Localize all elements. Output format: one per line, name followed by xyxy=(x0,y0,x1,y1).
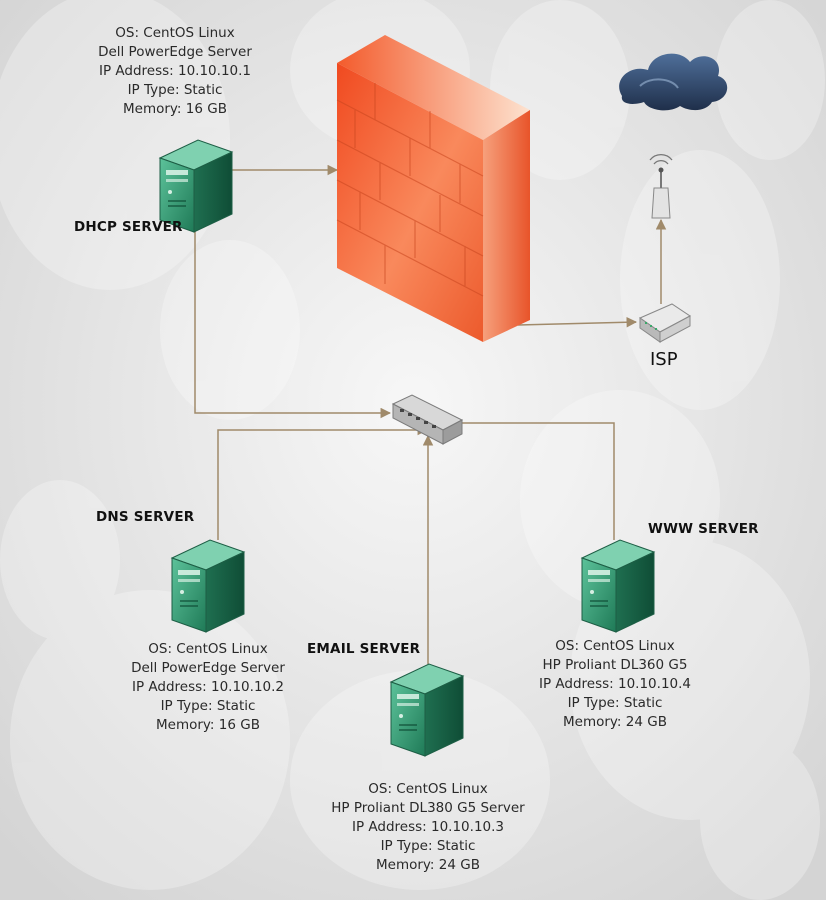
dns-ip-type: IP Type: Static xyxy=(160,698,256,714)
dhcp-ip-type: IP Type: Static xyxy=(127,82,223,98)
dhcp-memory: Memory: 16 GB xyxy=(123,101,227,117)
connector-firewall-isp xyxy=(517,316,638,328)
www-ip-type: IP Type: Static xyxy=(567,695,663,711)
dhcp-server-icon xyxy=(158,139,234,233)
www-os: OS: CentOS Linux xyxy=(555,638,675,654)
www-ip-address: IP Address: 10.10.10.4 xyxy=(538,676,691,692)
router-icon xyxy=(638,303,691,343)
cloud-icon xyxy=(619,53,728,111)
email-os: OS: CentOS Linux xyxy=(368,781,488,797)
email-ip-address: IP Address: 10.10.10.3 xyxy=(351,819,504,835)
dhcp-model: Dell PowerEdge Server xyxy=(98,44,252,60)
firewall-icon xyxy=(336,35,530,342)
email-model: HP Proliant DL380 G5 Server xyxy=(331,800,525,816)
dns-model: Dell PowerEdge Server xyxy=(131,660,285,676)
dns-server-icon xyxy=(170,539,246,633)
antenna-icon xyxy=(649,154,673,219)
dns-server-title: DNS SERVER xyxy=(96,509,195,525)
email-server-icon xyxy=(389,663,465,757)
email-ip-type: IP Type: Static xyxy=(380,838,476,854)
connectors xyxy=(194,164,667,664)
dhcp-server-title: DHCP SERVER xyxy=(74,219,183,235)
www-server-icon xyxy=(580,539,656,633)
connector-dhcp-switch xyxy=(194,215,392,419)
connector-dns-switch xyxy=(217,424,429,540)
dns-ip-address: IP Address: 10.10.10.2 xyxy=(131,679,284,695)
email-server-title: EMAIL SERVER xyxy=(307,641,421,657)
isp-label: ISP xyxy=(650,349,678,370)
www-model: HP Proliant DL360 G5 xyxy=(542,657,688,673)
connector-www-switch xyxy=(446,417,615,540)
dhcp-ip-address: IP Address: 10.10.10.1 xyxy=(98,63,251,79)
email-memory: Memory: 24 GB xyxy=(376,857,480,873)
dhcp-server-info: OS: CentOS Linux Dell PowerEdge Server I… xyxy=(70,24,280,119)
www-server-info: OS: CentOS Linux HP Proliant DL360 G5 IP… xyxy=(510,637,720,732)
dns-server-info: OS: CentOS Linux Dell PowerEdge Server I… xyxy=(103,640,313,735)
switch-icon xyxy=(391,394,464,445)
email-server-info: OS: CentOS Linux HP Proliant DL380 G5 Se… xyxy=(308,780,548,875)
dhcp-os: OS: CentOS Linux xyxy=(115,25,235,41)
dns-os: OS: CentOS Linux xyxy=(148,641,268,657)
www-memory: Memory: 24 GB xyxy=(563,714,667,730)
dns-memory: Memory: 16 GB xyxy=(156,717,260,733)
www-server-title: WWW SERVER xyxy=(648,521,759,537)
